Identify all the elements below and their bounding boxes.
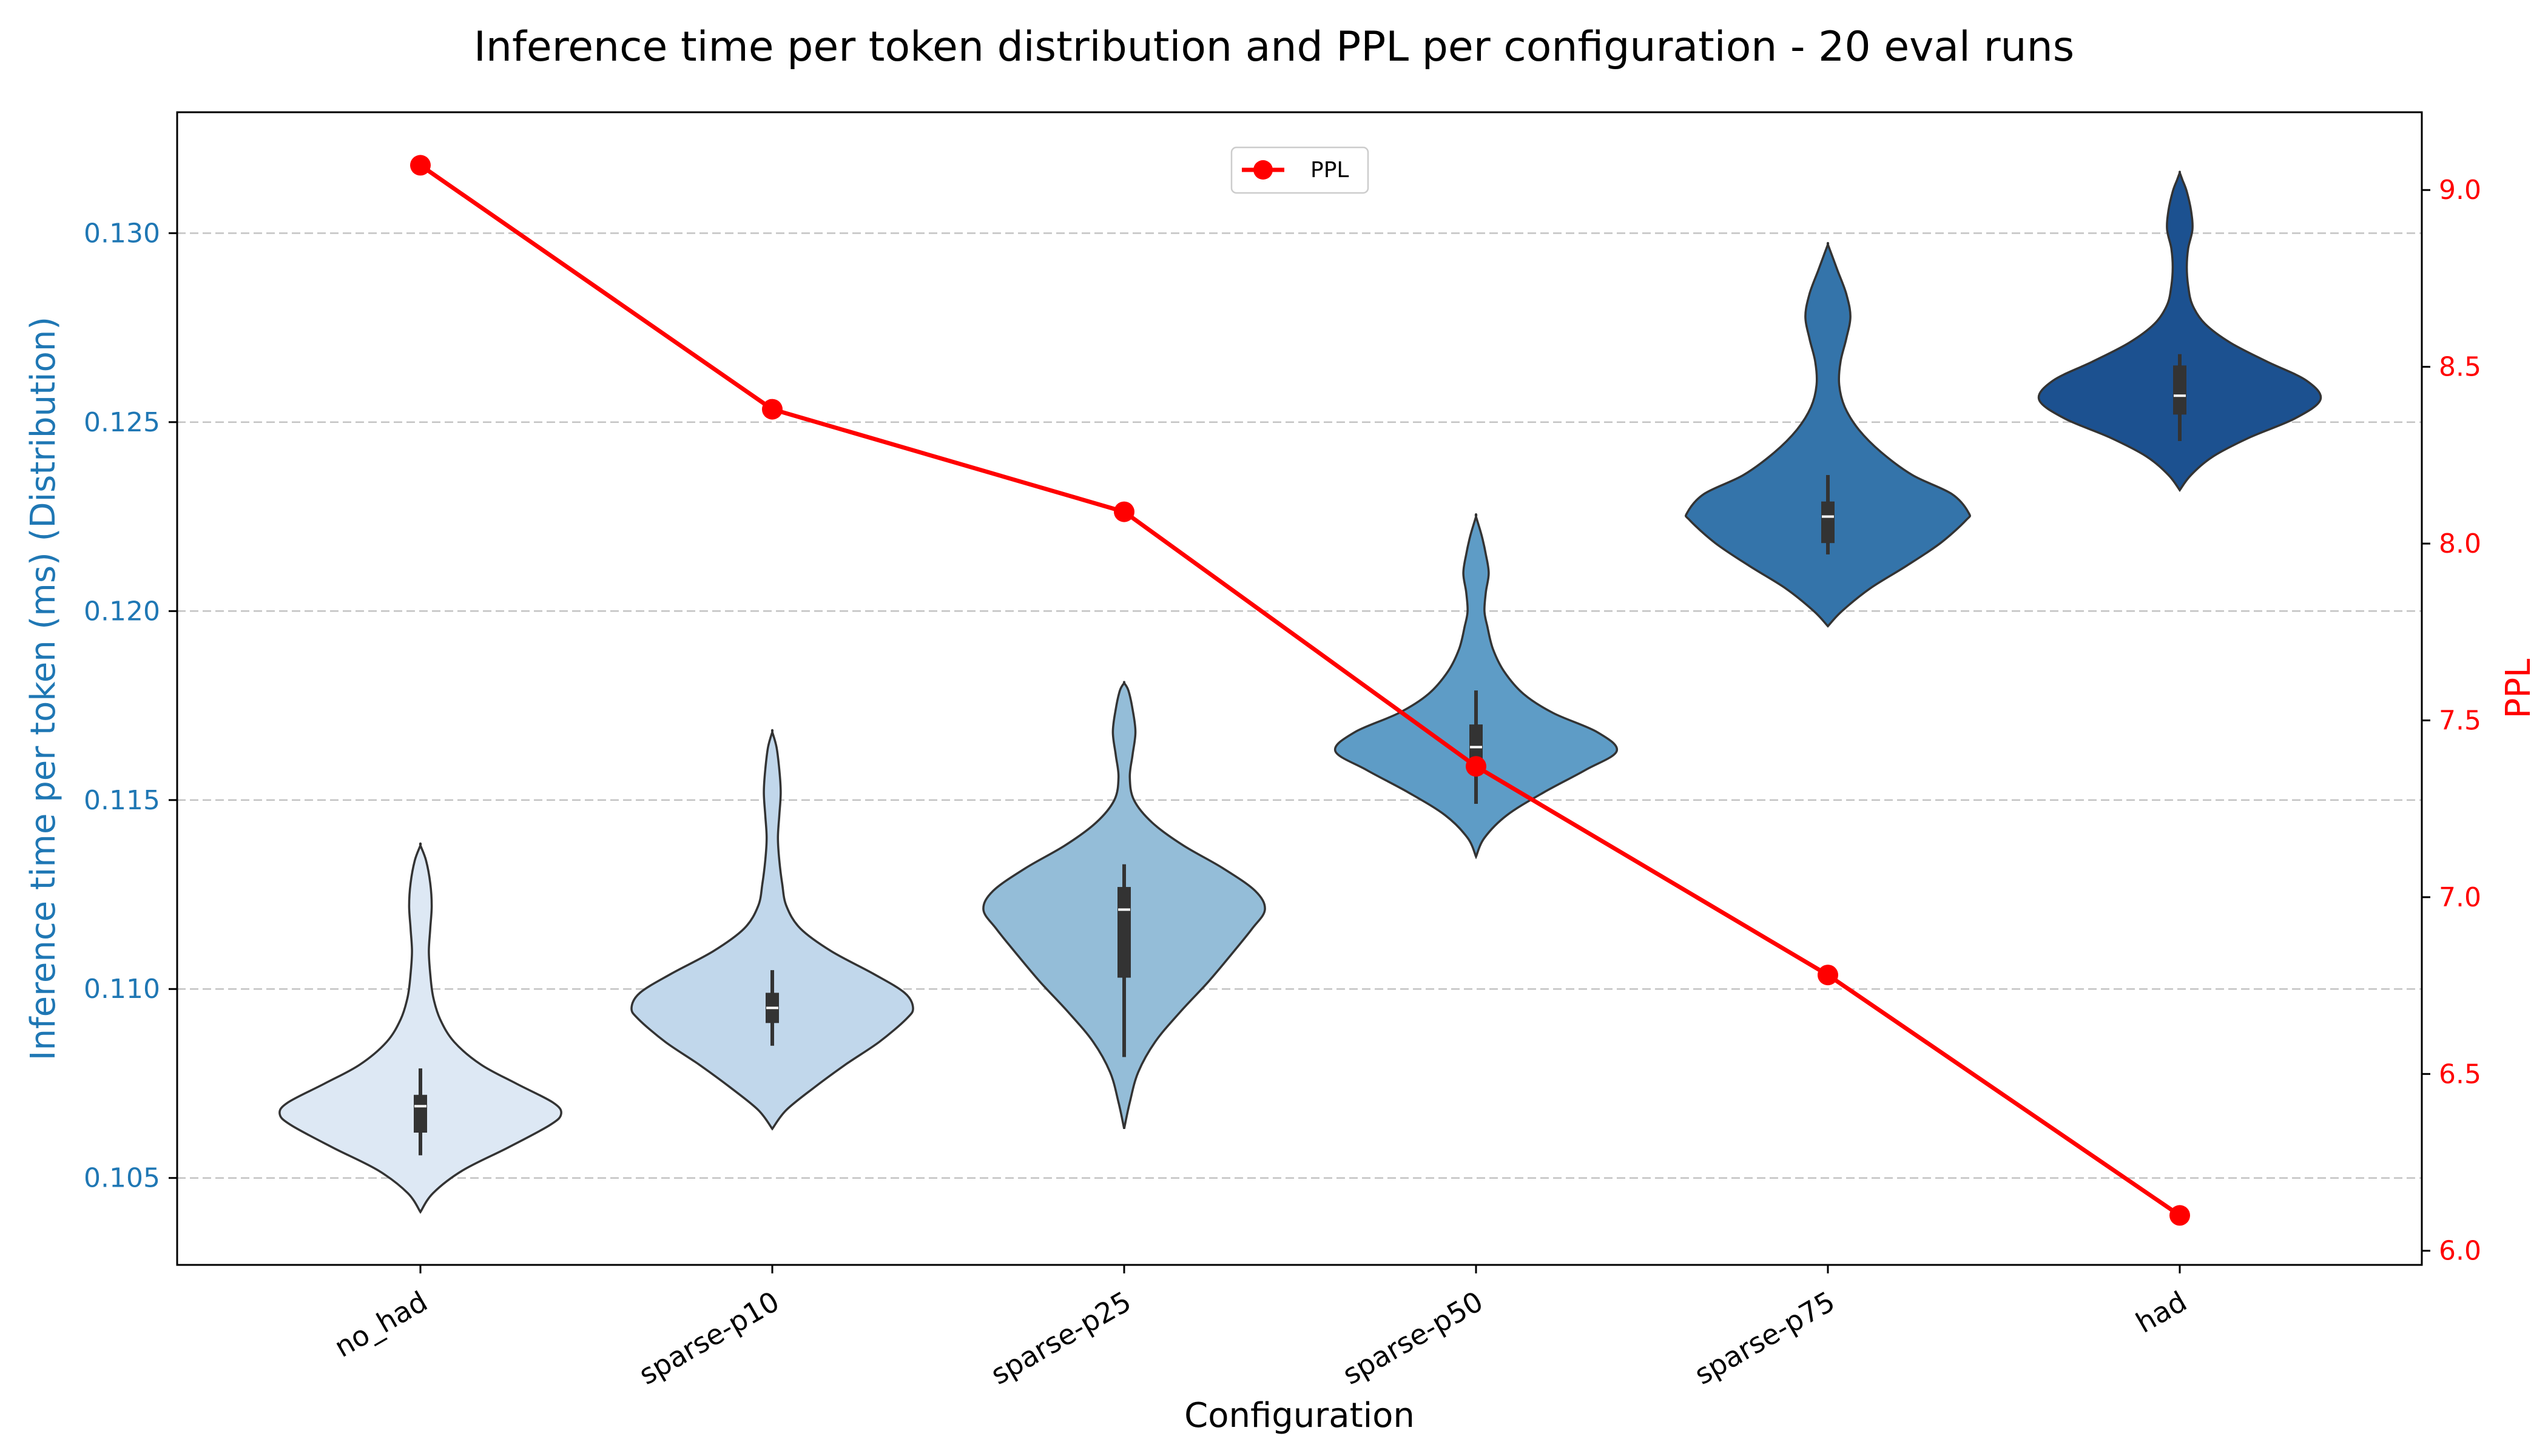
violins — [278, 170, 2322, 1214]
ppl-line — [419, 163, 2181, 1218]
legend-entry-ppl: PPL — [1310, 158, 1349, 183]
right-tick-label-3: 7.5 — [2439, 705, 2481, 736]
violin-no_had — [278, 842, 562, 1214]
ppl-point-had — [2169, 1205, 2190, 1226]
ppl-point-sparse-p25 — [1114, 501, 1134, 522]
violin-sparse-p50 — [1334, 513, 1618, 860]
legend-box — [1230, 146, 1369, 194]
x-axis-ticks: no_had sparse-p10 sparse-p25 sparse-p50 spar… — [329, 1265, 2192, 1391]
x-tick-label-4: sparse-p75 — [1689, 1285, 1840, 1391]
violin-iqr-box — [1469, 724, 1483, 763]
violin-sparse-p25 — [982, 681, 1266, 1130]
left-tick-label-3: 0.120 — [84, 596, 160, 627]
violin-body — [1685, 241, 1971, 628]
chart-title: Inference time per token distribution an… — [474, 23, 2074, 71]
grid-lines — [177, 232, 2422, 1179]
x-tick-label-3: sparse-p50 — [1337, 1285, 1488, 1391]
right-tick-label-2: 7.0 — [2439, 882, 2481, 913]
violin-iqr-box — [414, 1094, 427, 1133]
violin-iqr-box — [1117, 887, 1131, 978]
violin-body — [1334, 513, 1618, 860]
left-axis-ticks: 0.105 0.110 0.115 0.120 0.125 0.130 — [84, 218, 177, 1194]
ppl-point-sparse-p10 — [762, 399, 783, 420]
violin-sparse-p10 — [630, 729, 914, 1131]
right-tick-label-5: 8.5 — [2439, 352, 2481, 383]
plot-frame — [176, 111, 2423, 1266]
left-tick-label-4: 0.125 — [84, 407, 160, 438]
violin-had — [2037, 170, 2322, 492]
legend: PPL — [1230, 146, 1369, 194]
left-tick-label-1: 0.110 — [84, 974, 160, 1005]
violin-body — [630, 729, 914, 1131]
x-tick-label-1: sparse-p10 — [633, 1285, 784, 1391]
left-tick-label-2: 0.115 — [84, 785, 160, 816]
right-axis-ticks: 6.0 6.5 7.0 7.5 8.0 8.5 9.0 — [2422, 175, 2481, 1267]
right-tick-label-6: 9.0 — [2439, 175, 2481, 206]
ppl-line-series — [410, 155, 2190, 1226]
right-tick-label-1: 6.5 — [2439, 1059, 2481, 1090]
x-axis-label: Configuration — [1184, 1396, 1415, 1435]
left-tick-label-5: 0.130 — [84, 218, 160, 249]
violin-iqr-box — [1821, 501, 1835, 544]
violin-sparse-p75 — [1685, 241, 1971, 628]
violin-iqr-box — [2173, 365, 2186, 415]
x-tick-label-0: no_had — [329, 1285, 433, 1364]
violin-body — [2037, 170, 2322, 492]
x-tick-label-2: sparse-p25 — [985, 1285, 1136, 1391]
right-axis-label: PPL — [2499, 659, 2538, 719]
ppl-point-no_had — [410, 155, 431, 176]
right-tick-label-0: 6.0 — [2439, 1236, 2481, 1267]
left-tick-label-0: 0.105 — [84, 1163, 160, 1194]
x-tick-label-5: had — [2131, 1285, 2192, 1340]
right-tick-label-4: 8.0 — [2439, 528, 2481, 559]
ppl-point-sparse-p75 — [1818, 965, 1838, 986]
left-axis-label: Inference time per token (ms) (Distribut… — [24, 317, 63, 1060]
violin-body — [278, 842, 562, 1214]
ppl-point-sparse-p50 — [1466, 756, 1486, 777]
legend-marker-swatch — [1253, 160, 1273, 180]
